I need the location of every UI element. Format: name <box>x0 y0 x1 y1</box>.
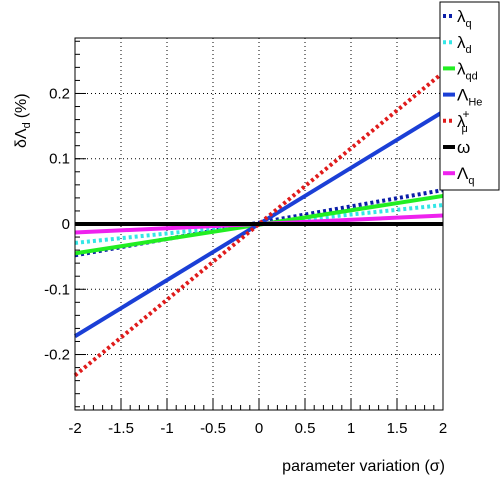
y-axis-title-sub: d <box>21 122 33 128</box>
x-tick-label: 0 <box>255 420 263 437</box>
x-tick-label: -0.5 <box>200 420 226 437</box>
legend-label-sub: d <box>466 44 472 56</box>
legend-label-main: λ <box>457 59 466 78</box>
y-axis-title-unit: (%) <box>13 93 30 118</box>
x-axis-title: parameter variation (σ) <box>282 458 445 475</box>
y-tick-label: 0.2 <box>49 85 70 102</box>
legend-label-5: λ+ μ <box>457 107 470 135</box>
x-tick-label: 1.5 <box>387 420 408 437</box>
axis-ticks <box>74 40 444 410</box>
legend-label-7: Λq <box>457 164 474 187</box>
legend-label-main: λ <box>457 112 466 131</box>
series-line-5 <box>73 71 445 377</box>
x-tick-label: 2 <box>439 420 447 437</box>
legend-label-sub: μ <box>462 123 468 135</box>
tick-labels: -2 -1.5 -1 -0.5 0 0.5 1 1.5 2 -0.2 -0.1 0 0.1 0.2 <box>44 85 447 437</box>
legend-label-main: λ <box>457 7 466 26</box>
legend-label-sub: q <box>468 175 474 187</box>
y-tick-label: 0 <box>62 216 70 233</box>
legend-label-1: λq <box>457 7 472 30</box>
legend-label-6: ω <box>457 138 470 157</box>
y-axis-title-main: δΛ <box>13 128 30 148</box>
y-tick-label: 0.1 <box>49 151 70 168</box>
x-tick-label: 0.5 <box>295 420 316 437</box>
legend-label-main: Λ <box>457 86 469 105</box>
series-line-2 <box>74 203 444 245</box>
x-tick-label: -2 <box>68 420 81 437</box>
x-tick-label: -1 <box>160 420 173 437</box>
legend-label-main: λ <box>457 33 466 52</box>
legend-label-4: ΛHe <box>457 86 482 109</box>
legend-label-sub: q <box>466 18 472 30</box>
legend-label-sub: qd <box>466 70 478 82</box>
svg-text:δΛd(%): δΛd (%) <box>13 93 33 148</box>
y-tick-label: -0.1 <box>44 281 70 298</box>
legend-label-sub: He <box>468 97 482 109</box>
legend-label-main: Λ <box>457 164 469 183</box>
legend-label-3: λqd <box>457 59 478 82</box>
y-axis-title: δΛd (%) <box>13 93 33 148</box>
plot-series <box>73 71 445 377</box>
x-tick-label: 1 <box>347 420 355 437</box>
legend-label-main: ω <box>457 138 470 157</box>
legend-label-sup: + <box>463 107 470 121</box>
legend-label-2: λd <box>457 33 472 56</box>
x-tick-label: -1.5 <box>108 420 134 437</box>
y-tick-label: -0.2 <box>44 347 70 364</box>
